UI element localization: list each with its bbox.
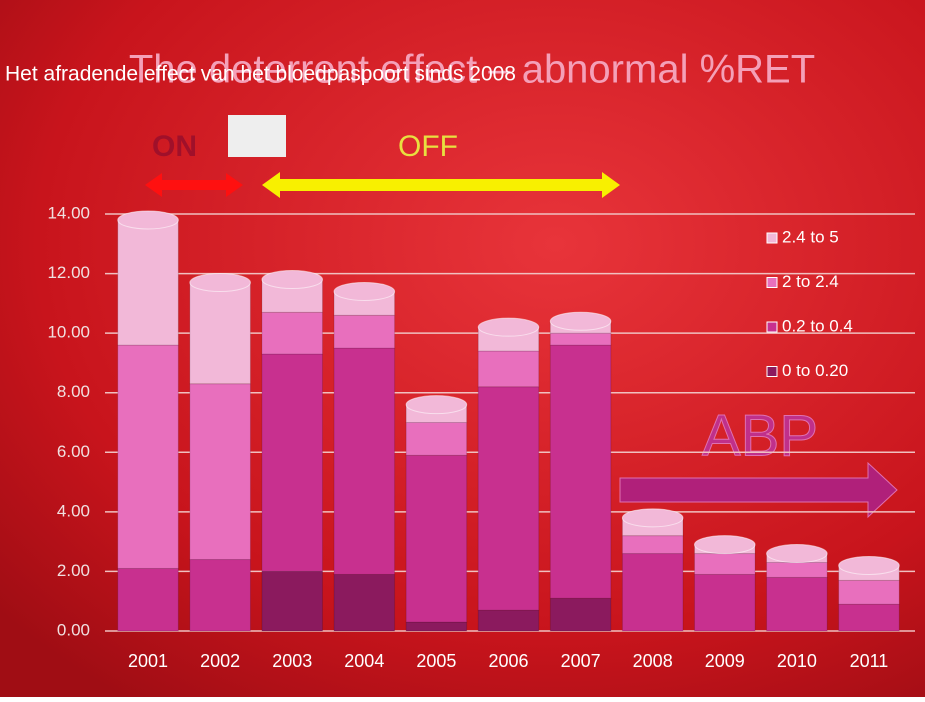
x-tick-label: 2005	[416, 651, 456, 671]
bar-segment	[190, 384, 251, 560]
bar-segment	[334, 315, 395, 348]
legend-label: 0 to 0.20	[782, 361, 848, 380]
legend-swatch	[767, 278, 777, 288]
x-tick-label: 2002	[200, 651, 240, 671]
y-tick-label: 8.00	[57, 382, 90, 401]
bar-segment	[694, 574, 755, 631]
bar-segment	[334, 348, 395, 574]
subtitle: Het afradende effect van het bloedpaspoo…	[5, 63, 516, 86]
bar-cap	[622, 509, 683, 527]
x-tick-label: 2010	[777, 651, 817, 671]
bar-cap	[190, 274, 251, 292]
bar-segment	[262, 312, 323, 354]
bar-cap	[550, 312, 611, 330]
bar-segment	[262, 571, 323, 631]
x-tick-label: 2003	[272, 651, 312, 671]
bar-segment	[118, 220, 179, 345]
bar-segment	[767, 562, 828, 577]
x-tick-label: 2004	[344, 651, 384, 671]
legend-swatch	[767, 322, 777, 332]
bar-segment	[406, 622, 467, 631]
y-tick-label: 12.00	[47, 263, 90, 282]
bar-segment	[622, 536, 683, 554]
bar-segment	[478, 351, 539, 387]
bar-segment	[550, 345, 611, 598]
bar-cap	[118, 211, 179, 229]
x-tick-label: 2009	[705, 651, 745, 671]
bar-segment	[839, 580, 900, 604]
bar-cap	[767, 545, 828, 563]
y-tick-label: 0.00	[57, 620, 90, 639]
x-tick-label: 2008	[633, 651, 673, 671]
bar-segment	[550, 333, 611, 345]
bar-segment	[406, 423, 467, 456]
legend-swatch	[767, 367, 777, 377]
legend-label: 0.2 to 0.4	[782, 316, 853, 335]
y-tick-label: 10.00	[47, 323, 90, 342]
legend-label: 2 to 2.4	[782, 272, 839, 291]
bar-cap	[478, 318, 539, 336]
x-tick-label: 2007	[561, 651, 601, 671]
bar-segment	[478, 610, 539, 631]
annotation-off: OFF	[398, 130, 458, 163]
bar-cap	[406, 396, 467, 414]
legend-swatch	[767, 233, 777, 243]
bar-segment	[406, 455, 467, 622]
bar-segment	[478, 387, 539, 610]
slide: The deterrent effect – abnormal %RET Het…	[0, 0, 925, 697]
bar-segment	[262, 354, 323, 571]
bar-segment	[767, 577, 828, 631]
x-tick-label: 2001	[128, 651, 168, 671]
bar-segment	[190, 283, 251, 384]
bar-segment	[190, 560, 251, 631]
bar-cap	[694, 536, 755, 554]
bar-cap	[334, 282, 395, 300]
y-tick-label: 2.00	[57, 561, 90, 580]
bar-segment	[334, 574, 395, 631]
x-tick-label: 2006	[488, 651, 528, 671]
legend-label: 2.4 to 5	[782, 227, 839, 246]
bar-segment	[550, 598, 611, 631]
bar-segment	[118, 345, 179, 568]
bar-segment	[694, 554, 755, 575]
bar-segment	[118, 568, 179, 631]
bar-segment	[839, 604, 900, 631]
y-tick-label: 4.00	[57, 501, 90, 520]
bar-cap	[262, 271, 323, 289]
gel-image	[228, 115, 286, 157]
bar-segment	[622, 554, 683, 631]
y-tick-label: 14.00	[47, 203, 90, 222]
x-tick-label: 2011	[850, 651, 889, 671]
annotation-on: ON	[152, 130, 197, 163]
bar-cap	[839, 556, 900, 574]
y-tick-label: 6.00	[57, 442, 90, 461]
annotation-abp: ABP	[702, 403, 818, 468]
